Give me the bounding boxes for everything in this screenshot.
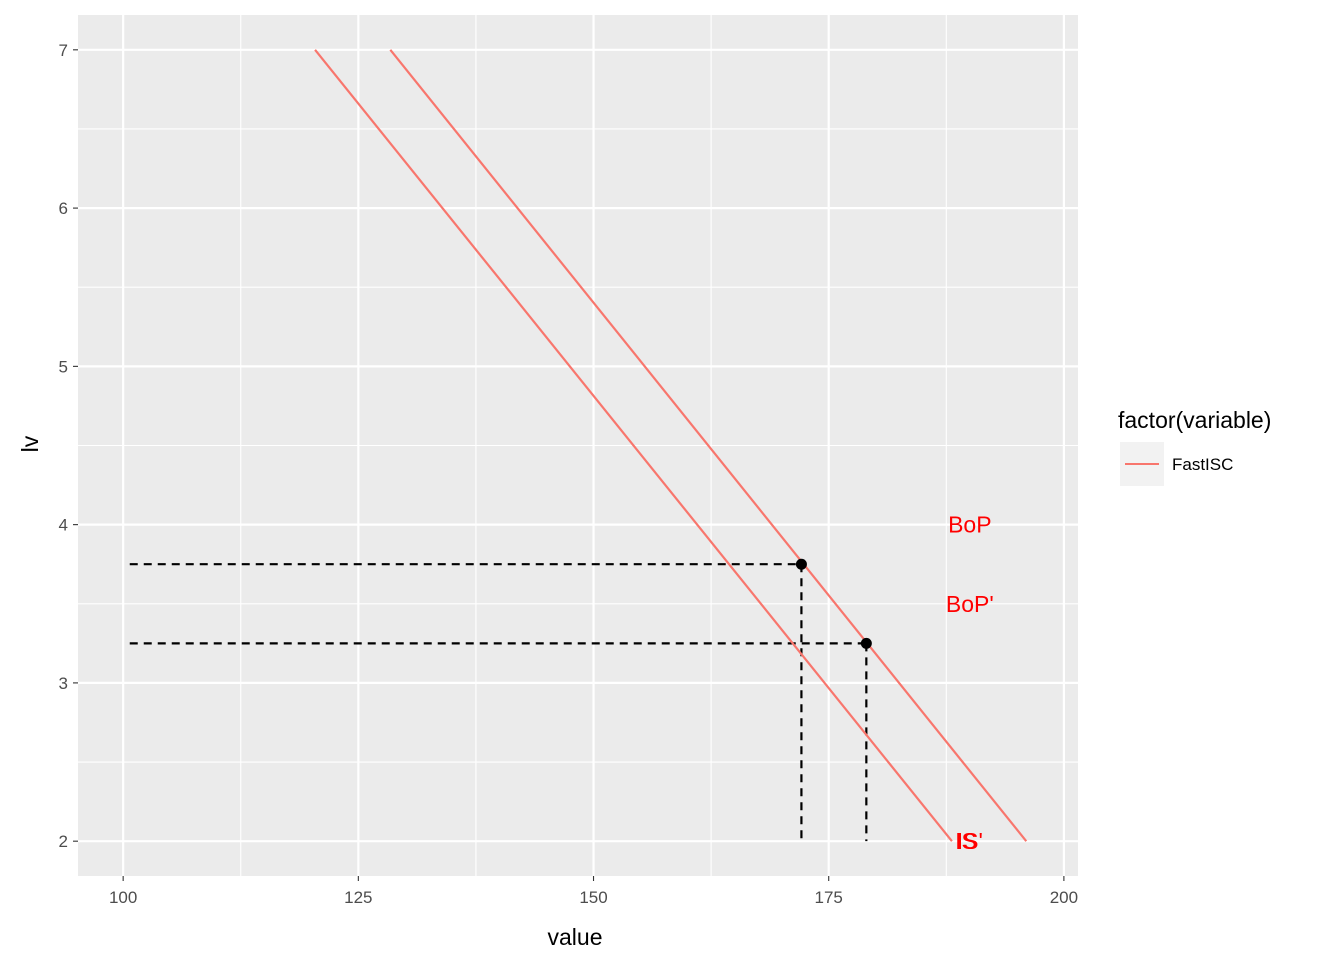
series-lines [314, 49, 1028, 842]
y-tick-label: 3 [59, 674, 68, 693]
series-line-fastisc [314, 49, 953, 842]
data-points [795, 558, 872, 649]
y-tick-label: 4 [59, 516, 68, 535]
intersection-point [795, 558, 807, 570]
series-line-fastisc [389, 49, 1028, 842]
y-axis-title: lv [17, 435, 43, 452]
x-tick-label: 200 [1050, 888, 1078, 907]
x-tick-label: 175 [815, 888, 843, 907]
x-tick-label: 100 [109, 888, 137, 907]
annotation-label: IS [955, 828, 977, 854]
legend: factor(variable) FastISC [1118, 407, 1271, 486]
major-gridlines [78, 15, 1078, 876]
intersection-point [860, 637, 872, 649]
annotation-label: BoP [948, 512, 991, 538]
y-tick-label: 7 [59, 41, 68, 60]
y-axis: 2 3 4 5 6 7 [59, 41, 78, 851]
x-axis: 100 125 150 175 200 [109, 876, 1078, 907]
y-tick-label: 5 [59, 357, 68, 376]
x-tick-label: 125 [344, 888, 372, 907]
guide-lines [129, 563, 868, 842]
annotation-label: BoP' [946, 591, 994, 617]
legend-title: factor(variable) [1118, 407, 1271, 433]
y-tick-label: 2 [59, 832, 68, 851]
y-tick-label: 6 [59, 199, 68, 218]
annotation-label: IS' [957, 828, 983, 854]
x-tick-label: 150 [579, 888, 607, 907]
legend-label-fastisc: FastISC [1172, 455, 1233, 474]
x-axis-title: value [548, 924, 603, 950]
minor-gridlines [78, 15, 1078, 876]
